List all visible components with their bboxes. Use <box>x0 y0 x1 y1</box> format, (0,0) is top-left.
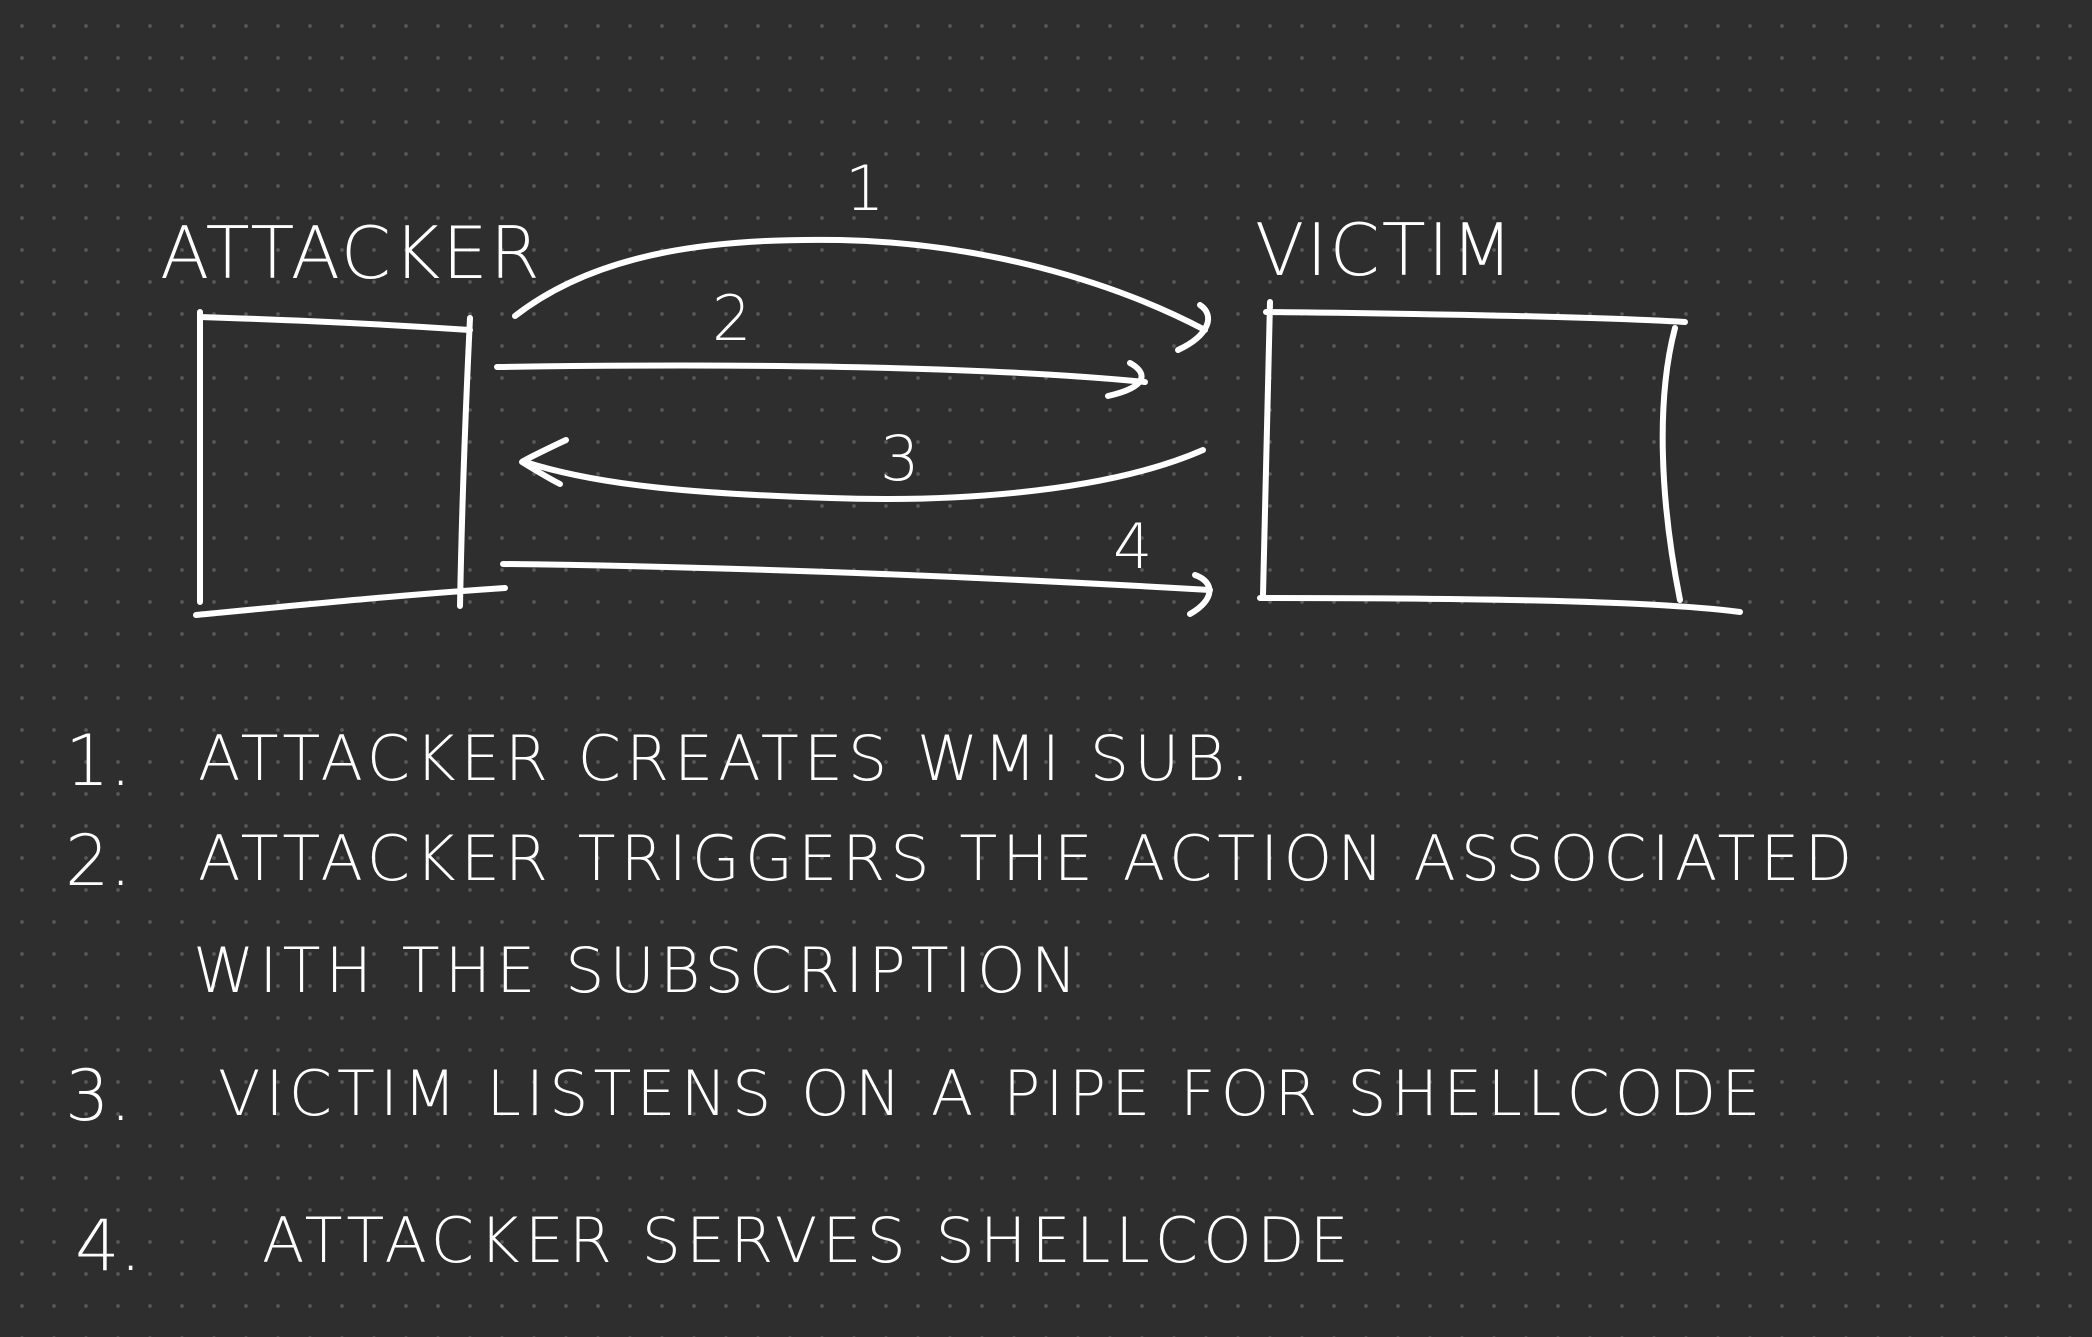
arrow-4-head <box>1187 572 1213 617</box>
arrow-1-head <box>1175 302 1212 353</box>
attacker-box <box>193 309 508 618</box>
arrow-3: 3 <box>519 422 1206 502</box>
arrow-1: 1 <box>512 152 1212 353</box>
step-1: 1. ATTACKER CREATES WMI SUB. <box>65 720 1255 802</box>
step-3: 3. VICTIM LISTENS ON A PIPE FOR SHELLCOD… <box>65 1055 1765 1137</box>
victim-label: VICTIM <box>1255 208 1515 292</box>
step-1-text: ATTACKER CREATES WMI SUB. <box>198 722 1255 795</box>
attacker-label: ATTACKER <box>160 211 542 295</box>
arrow-2: 2 <box>494 282 1148 399</box>
arrow-2-number: 2 <box>712 282 751 355</box>
arrow-2-line <box>494 362 1148 385</box>
step-2-text-line-2: WITH THE SUBSCRIPTION <box>193 934 1082 1007</box>
step-2-text-line-1: ATTACKER TRIGGERS THE ACTION ASSOCIATED <box>198 822 1857 895</box>
arrow-1-line <box>512 236 1208 333</box>
step-4-number: 4. <box>75 1205 142 1287</box>
arrow-3-line <box>522 447 1206 502</box>
victim-box <box>1257 299 1743 615</box>
step-2: 2. ATTACKER TRIGGERS THE ACTION ASSOCIAT… <box>65 820 1857 1007</box>
arrow-2-head <box>1105 360 1145 399</box>
step-3-text: VICTIM LISTENS ON A PIPE FOR SHELLCODE <box>218 1057 1765 1130</box>
attacker-node: ATTACKER <box>160 211 542 618</box>
arrow-1-number: 1 <box>845 152 884 225</box>
arrow-3-head <box>519 437 569 487</box>
arrow-4: 4 <box>500 510 1213 617</box>
step-4-text: ATTACKER SERVES SHELLCODE <box>262 1204 1354 1277</box>
step-2-number: 2. <box>65 820 132 902</box>
step-3-number: 3. <box>65 1055 132 1137</box>
step-1-number: 1. <box>65 720 132 802</box>
victim-node: VICTIM <box>1255 208 1743 615</box>
steps-list: 1. ATTACKER CREATES WMI SUB. 2. ATTACKER… <box>65 720 1857 1287</box>
step-4: 4. ATTACKER SERVES SHELLCODE <box>75 1204 1354 1287</box>
arrow-4-line <box>500 561 1213 593</box>
arrow-4-number: 4 <box>1113 510 1152 583</box>
arrow-3-number: 3 <box>880 422 919 495</box>
